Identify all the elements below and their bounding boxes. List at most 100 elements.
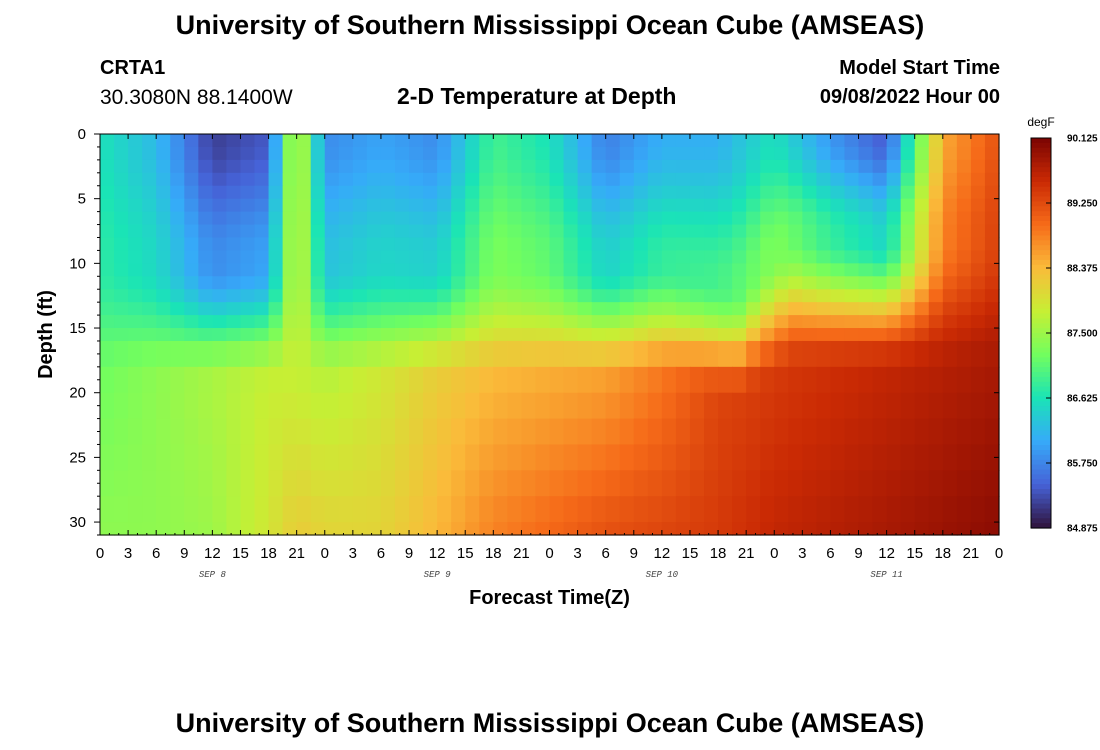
colorbar-segment xyxy=(1031,396,1051,402)
colorbar-segment xyxy=(1031,303,1051,310)
heatmap-cell xyxy=(619,224,635,239)
colorbar-segment xyxy=(1031,367,1051,373)
heatmap-cell xyxy=(984,250,1000,264)
heatmap-cell xyxy=(689,276,705,290)
heatmap-cell xyxy=(479,185,494,200)
heatmap-cell xyxy=(366,496,382,523)
heatmap-cell xyxy=(352,366,368,394)
heatmap-cell xyxy=(563,276,579,290)
heatmap-cell xyxy=(296,159,312,174)
heatmap-cell xyxy=(914,496,930,523)
heatmap-cell xyxy=(170,522,185,536)
heatmap-cell xyxy=(240,496,256,523)
heatmap-cell xyxy=(844,185,860,200)
heatmap-cell xyxy=(718,134,733,148)
heatmap-cell xyxy=(732,224,747,239)
heatmap-cell xyxy=(423,418,438,446)
heatmap-cell xyxy=(788,237,803,252)
heatmap-cell xyxy=(240,134,256,148)
heatmap-cell xyxy=(254,496,270,523)
heatmap-cell xyxy=(844,392,860,420)
heatmap-cell xyxy=(788,315,803,329)
heatmap-cell xyxy=(479,250,494,264)
heatmap-cell xyxy=(956,211,972,226)
heatmap-cell xyxy=(493,496,508,523)
heatmap-cell xyxy=(647,522,663,536)
heatmap-cell xyxy=(282,172,298,187)
heatmap-cell xyxy=(366,302,382,316)
heatmap-cell xyxy=(437,276,452,290)
heatmap-cell xyxy=(984,444,1000,471)
heatmap-cell xyxy=(605,340,621,368)
heatmap-cell xyxy=(465,289,480,303)
heatmap-cell xyxy=(100,340,115,368)
heatmap-cell xyxy=(886,159,902,174)
heatmap-cell xyxy=(282,496,298,523)
heatmap-cell xyxy=(268,237,284,252)
heatmap-cell xyxy=(746,134,761,148)
heatmap-cell xyxy=(507,185,523,200)
heatmap-cell xyxy=(689,496,705,523)
heatmap-cell xyxy=(226,315,242,329)
heatmap-cell xyxy=(802,444,817,471)
heatmap-cell xyxy=(647,366,663,394)
heatmap-cell xyxy=(718,340,733,368)
heatmap-cell xyxy=(675,263,691,277)
heatmap-cell xyxy=(226,522,242,536)
heatmap-cell xyxy=(366,159,382,174)
heatmap-cell xyxy=(633,328,649,342)
heatmap-cell xyxy=(886,146,902,161)
heatmap-cell xyxy=(114,263,129,277)
heatmap-cell xyxy=(198,211,213,226)
heatmap-cell xyxy=(310,418,326,446)
heatmap-cell xyxy=(437,198,452,213)
heatmap-cell xyxy=(605,224,621,239)
heatmap-cell xyxy=(521,146,537,161)
heatmap-cell xyxy=(296,198,312,213)
heatmap-cell xyxy=(928,522,944,536)
heatmap-cell xyxy=(732,522,747,536)
heatmap-cell xyxy=(282,444,298,471)
heatmap-cell xyxy=(675,224,691,239)
heatmap-cell xyxy=(605,366,621,394)
heatmap-cell xyxy=(507,172,523,187)
heatmap-cell xyxy=(282,250,298,264)
heatmap-cell xyxy=(212,185,228,200)
heatmap-cell xyxy=(437,444,452,471)
heatmap-cell xyxy=(184,418,199,446)
colorbar-segment xyxy=(1031,386,1051,393)
heatmap-cell xyxy=(451,134,466,148)
heatmap-cell xyxy=(830,496,846,523)
heatmap-cell xyxy=(619,302,635,316)
heatmap-cell xyxy=(198,496,213,523)
heatmap-cell xyxy=(409,392,424,420)
heatmap-cell xyxy=(451,198,466,213)
heatmap-cell xyxy=(816,315,832,329)
heatmap-cell xyxy=(423,276,438,290)
heatmap-cell xyxy=(409,418,424,446)
heatmap-cell xyxy=(100,185,115,200)
heatmap-cell xyxy=(479,198,494,213)
heatmap-cell xyxy=(212,198,228,213)
heatmap-cell xyxy=(746,276,761,290)
heatmap-cell xyxy=(409,263,424,277)
colorbar-segment xyxy=(1031,357,1051,363)
colorbar-segment xyxy=(1031,498,1051,505)
heatmap-cell xyxy=(268,198,284,213)
heatmap-cell xyxy=(338,444,354,471)
heatmap-cell xyxy=(802,392,817,420)
heatmap-cell xyxy=(254,185,270,200)
heatmap-cell xyxy=(619,134,635,148)
heatmap-cell xyxy=(394,263,410,277)
heatmap-cell xyxy=(310,302,326,316)
heatmap-cell xyxy=(493,392,508,420)
heatmap-cell xyxy=(718,146,733,161)
heatmap-cell xyxy=(577,340,593,368)
heatmap-cell xyxy=(142,263,157,277)
heatmap-cell xyxy=(774,470,789,497)
heatmap-cell xyxy=(563,134,579,148)
heatmap-cell xyxy=(100,392,115,420)
heatmap-cell xyxy=(465,470,480,497)
heatmap-cell xyxy=(633,263,649,277)
heatmap-cell xyxy=(844,134,860,148)
